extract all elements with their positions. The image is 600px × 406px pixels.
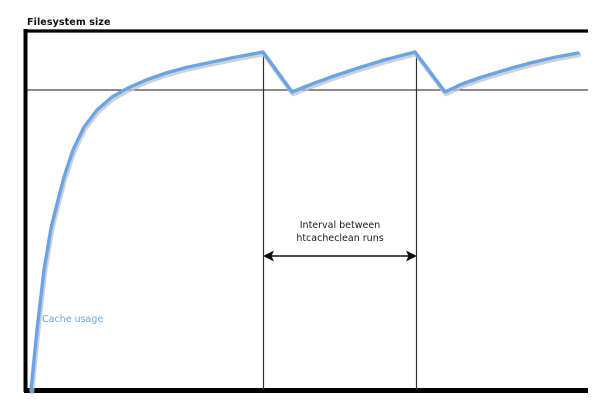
interval-arrow-head-left bbox=[263, 250, 274, 262]
interval-annotation-line-2: htcacheclean runs bbox=[296, 233, 384, 244]
interval-arrow-head-right bbox=[406, 250, 417, 262]
cache-usage-label: Cache usage bbox=[42, 314, 104, 325]
interval-annotation-line-1: Interval between bbox=[299, 220, 381, 231]
interval-arrow bbox=[263, 250, 417, 262]
filesystem-size-label: Filesystem size bbox=[27, 17, 111, 28]
cache-usage-curve bbox=[29, 50, 580, 392]
interval-annotation: Interval between htcacheclean runs bbox=[264, 219, 416, 245]
